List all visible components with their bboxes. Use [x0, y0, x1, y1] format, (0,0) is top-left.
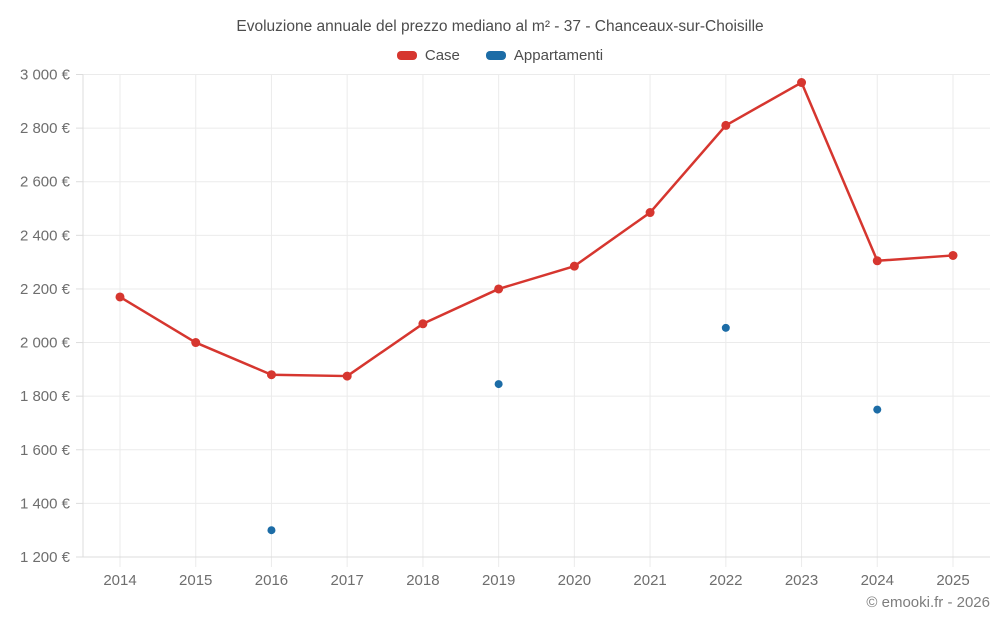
y-tick-label-2800: 2 800 € [20, 120, 71, 137]
x-tick-label-2016: 2016 [255, 572, 288, 589]
x-tick-label-2017: 2017 [330, 572, 363, 589]
case-legend-swatch [396, 51, 417, 60]
x-tick-label-2023: 2023 [785, 572, 818, 589]
appartamenti-legend-label: Appartamenti [513, 47, 604, 64]
y-tick-label-1600: 1 600 € [20, 442, 71, 459]
case-point-2020[interactable] [569, 261, 579, 271]
chart-title: Evoluzione annuale del prezzo mediano al… [236, 18, 764, 35]
case-point-2025[interactable] [948, 250, 958, 260]
x-tick-label-2019: 2019 [482, 572, 515, 589]
x-tick-label-2022: 2022 [709, 572, 742, 589]
case-point-2019[interactable] [494, 284, 504, 294]
x-tick-label-2025: 2025 [936, 572, 969, 589]
chart-legend: Case Appartamenti [0, 47, 1000, 64]
y-tick-label-1400: 1 400 € [20, 495, 71, 512]
case-line [118, 81, 955, 378]
x-tick-label-2018: 2018 [406, 572, 439, 589]
case-point-2015[interactable] [191, 338, 201, 348]
case-point-2017[interactable] [342, 371, 352, 381]
y-tick-label-1800: 1 800 € [20, 388, 71, 405]
appartamenti-point-2019[interactable] [494, 380, 503, 389]
appartamenti-point-2016[interactable] [267, 526, 276, 535]
case-point-2023[interactable] [797, 78, 807, 88]
y-tick-label-3000: 3 000 € [20, 67, 71, 84]
appartamenti-point-2022[interactable] [721, 323, 730, 332]
case-point-2018[interactable] [418, 319, 428, 329]
case-legend-label: Case [424, 47, 460, 64]
x-tick-label-2021: 2021 [633, 572, 666, 589]
y-tick-label-2400: 2 400 € [20, 227, 71, 244]
appartamenti-legend-swatch [485, 51, 506, 60]
x-tick-label-2015: 2015 [179, 572, 212, 589]
case-point-2024[interactable] [872, 256, 882, 266]
legend-item-appartamenti[interactable]: Appartamenti [485, 47, 604, 64]
appartamenti-point-2024[interactable] [873, 405, 882, 414]
x-tick-label-2024: 2024 [861, 572, 894, 589]
case-point-2014[interactable] [115, 292, 125, 302]
case-point-2016[interactable] [266, 370, 276, 380]
y-tick-label-2200: 2 200 € [20, 281, 71, 298]
copyright: © emooki.fr - 2026 [866, 594, 990, 611]
legend-item-case[interactable]: Case [396, 47, 460, 64]
x-tick-label-2020: 2020 [558, 572, 591, 589]
case-point-2022[interactable] [721, 120, 731, 130]
x-tick-label-2014: 2014 [103, 572, 136, 589]
y-tick-label-2600: 2 600 € [20, 174, 71, 191]
y-tick-label-1200: 1 200 € [20, 549, 71, 566]
y-tick-label-2000: 2 000 € [20, 335, 71, 352]
case-point-2021[interactable] [645, 208, 655, 218]
